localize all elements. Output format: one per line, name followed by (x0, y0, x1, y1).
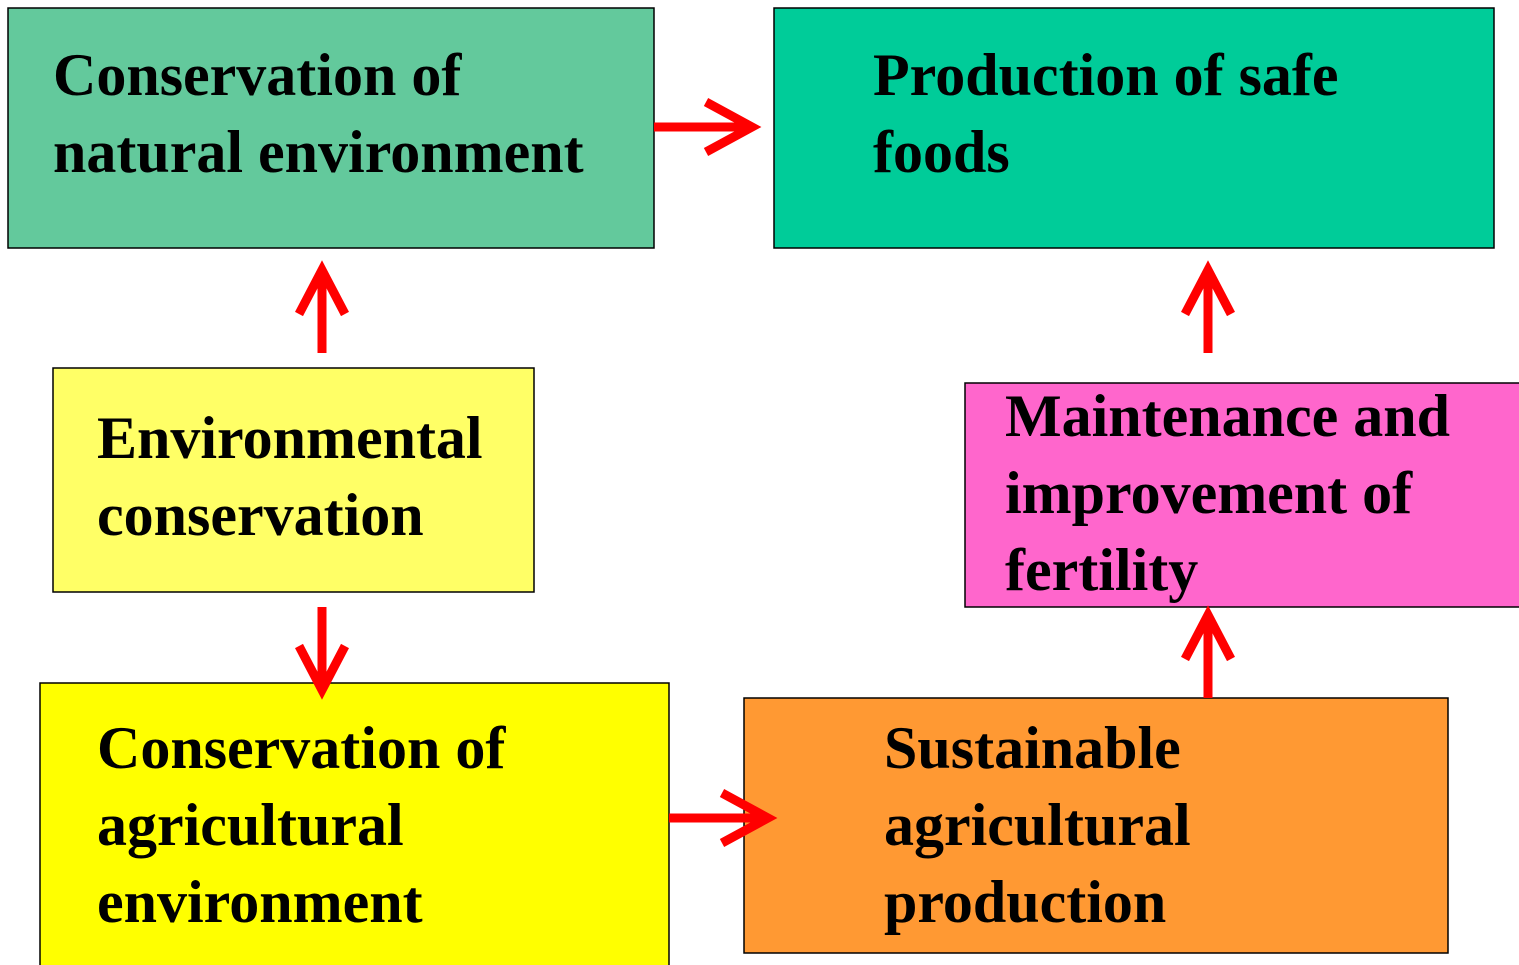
arrow (295, 260, 349, 353)
arrow (654, 98, 762, 156)
node-label: improvement of (1005, 460, 1413, 526)
node-label: foods (873, 119, 1010, 185)
node-box (773, 7, 1495, 249)
node-label: Conservation of (97, 715, 506, 781)
node-label: natural environment (53, 119, 584, 185)
node-label: agricultural (97, 792, 404, 858)
node-label: agricultural (884, 792, 1191, 858)
arrow (1181, 605, 1235, 698)
arrow (1181, 260, 1235, 353)
node-label: fertility (1005, 537, 1198, 603)
node-box (7, 7, 655, 249)
node-box (743, 697, 1449, 954)
arrow (669, 789, 778, 847)
node-label: Maintenance and (1005, 383, 1450, 449)
node-label: conservation (97, 482, 424, 548)
node-label: Conservation of (53, 42, 462, 108)
arrow (295, 607, 349, 700)
node-label: Production of safe (873, 42, 1339, 108)
node-label: production (884, 869, 1166, 935)
node-label: Sustainable (884, 715, 1181, 781)
node-box (964, 382, 1519, 608)
node-box (39, 682, 670, 965)
node-box (52, 367, 535, 593)
node-label: Environmental (97, 405, 483, 471)
node-label: environment (97, 869, 423, 935)
